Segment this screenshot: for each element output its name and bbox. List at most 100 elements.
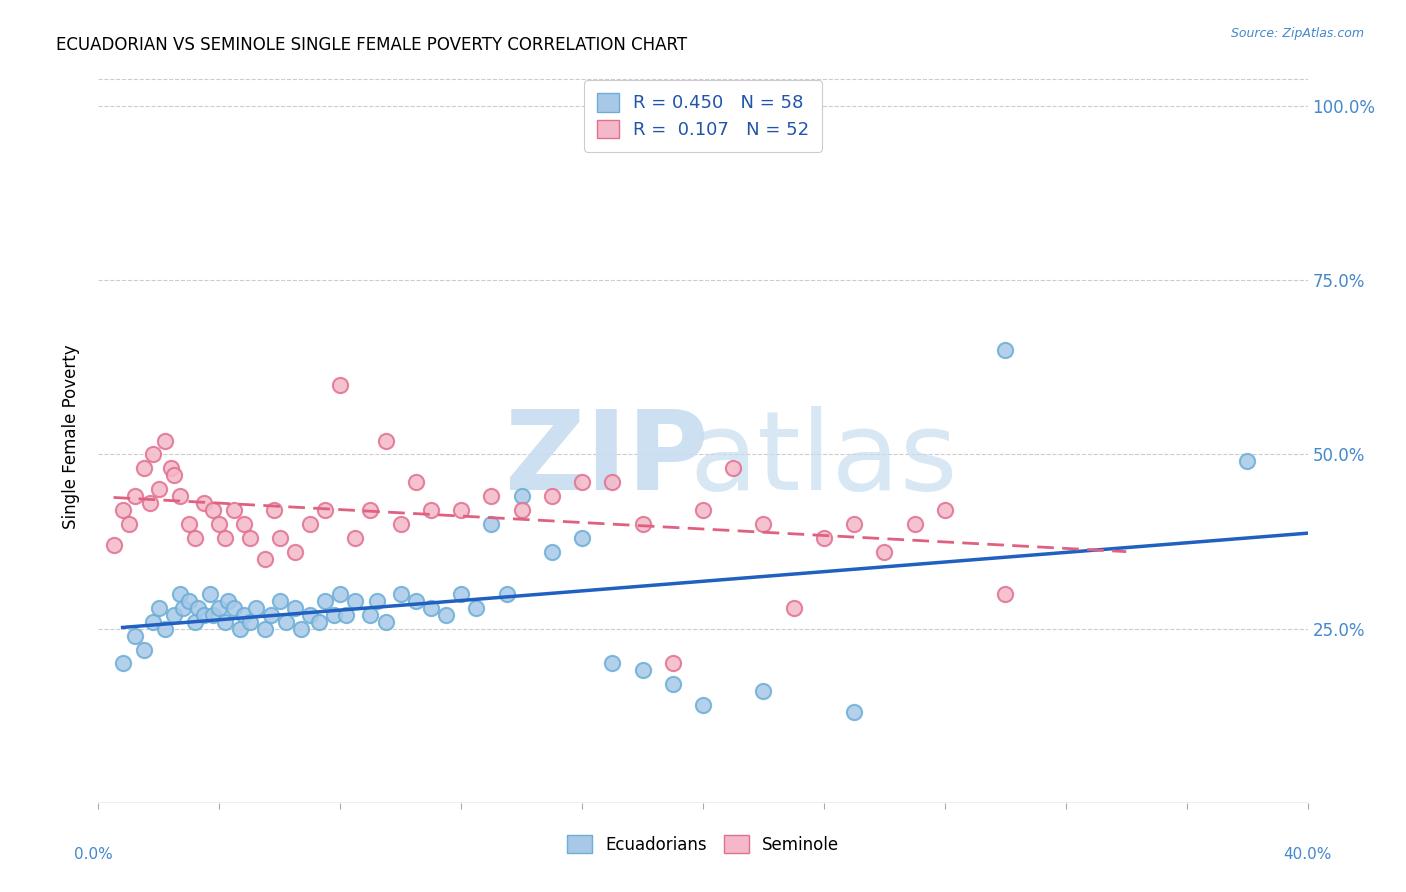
Point — [214, 531, 236, 545]
Point — [389, 517, 412, 532]
Text: 40.0%: 40.0% — [1284, 847, 1331, 862]
Point — [118, 517, 141, 532]
Point — [163, 607, 186, 622]
Point — [405, 475, 427, 490]
Point — [661, 657, 683, 671]
Point — [208, 517, 231, 532]
Point — [631, 517, 654, 532]
Point — [169, 489, 191, 503]
Point — [420, 600, 443, 615]
Point — [481, 517, 503, 532]
Point — [187, 600, 209, 615]
Point — [540, 545, 562, 559]
Point — [239, 615, 262, 629]
Point — [160, 461, 183, 475]
Point — [1236, 454, 1258, 468]
Point — [202, 607, 225, 622]
Point — [329, 377, 352, 392]
Point — [111, 657, 134, 671]
Point — [179, 517, 201, 532]
Point — [602, 657, 624, 671]
Point — [723, 461, 745, 475]
Point — [153, 622, 176, 636]
Point — [245, 600, 267, 615]
Point — [193, 496, 215, 510]
Point — [260, 607, 283, 622]
Point — [124, 489, 146, 503]
Point — [299, 517, 322, 532]
Point — [329, 587, 352, 601]
Y-axis label: Single Female Poverty: Single Female Poverty — [62, 345, 80, 529]
Point — [202, 503, 225, 517]
Point — [224, 600, 246, 615]
Point — [465, 600, 488, 615]
Point — [284, 600, 307, 615]
Point — [783, 600, 806, 615]
Text: ZIP: ZIP — [505, 406, 709, 513]
Point — [132, 642, 155, 657]
Point — [752, 517, 775, 532]
Point — [602, 475, 624, 490]
Point — [142, 615, 165, 629]
Point — [344, 531, 367, 545]
Text: ECUADORIAN VS SEMINOLE SINGLE FEMALE POVERTY CORRELATION CHART: ECUADORIAN VS SEMINOLE SINGLE FEMALE POV… — [56, 36, 688, 54]
Point — [153, 434, 176, 448]
Point — [994, 587, 1017, 601]
Point — [179, 594, 201, 608]
Point — [813, 531, 835, 545]
Point — [172, 600, 194, 615]
Point — [420, 503, 443, 517]
Point — [904, 517, 927, 532]
Point — [111, 503, 134, 517]
Point — [692, 503, 714, 517]
Point — [389, 587, 412, 601]
Point — [631, 664, 654, 678]
Point — [752, 684, 775, 698]
Point — [571, 475, 593, 490]
Point — [229, 622, 252, 636]
Point — [184, 615, 207, 629]
Point — [661, 677, 683, 691]
Point — [540, 489, 562, 503]
Point — [253, 552, 276, 566]
Text: 0.0%: 0.0% — [75, 847, 112, 862]
Point — [314, 594, 336, 608]
Point — [269, 594, 291, 608]
Point — [934, 503, 956, 517]
Point — [450, 587, 472, 601]
Text: atlas: atlas — [690, 406, 957, 513]
Point — [299, 607, 322, 622]
Point — [434, 607, 457, 622]
Point — [450, 503, 472, 517]
Point — [163, 468, 186, 483]
Point — [232, 607, 254, 622]
Point — [269, 531, 291, 545]
Point — [571, 531, 593, 545]
Point — [844, 517, 866, 532]
Point — [374, 615, 396, 629]
Point — [360, 607, 382, 622]
Point — [323, 607, 346, 622]
Point — [844, 705, 866, 719]
Point — [142, 448, 165, 462]
Point — [200, 587, 222, 601]
Point — [208, 600, 231, 615]
Point — [405, 594, 427, 608]
Point — [148, 600, 170, 615]
Point — [169, 587, 191, 601]
Point — [253, 622, 276, 636]
Point — [139, 496, 162, 510]
Point — [148, 483, 170, 497]
Point — [124, 629, 146, 643]
Point — [184, 531, 207, 545]
Point — [308, 615, 330, 629]
Point — [274, 615, 297, 629]
Point — [374, 434, 396, 448]
Text: Source: ZipAtlas.com: Source: ZipAtlas.com — [1230, 27, 1364, 40]
Point — [360, 503, 382, 517]
Point — [366, 594, 388, 608]
Point — [284, 545, 307, 559]
Point — [481, 489, 503, 503]
Point — [290, 622, 312, 636]
Point — [132, 461, 155, 475]
